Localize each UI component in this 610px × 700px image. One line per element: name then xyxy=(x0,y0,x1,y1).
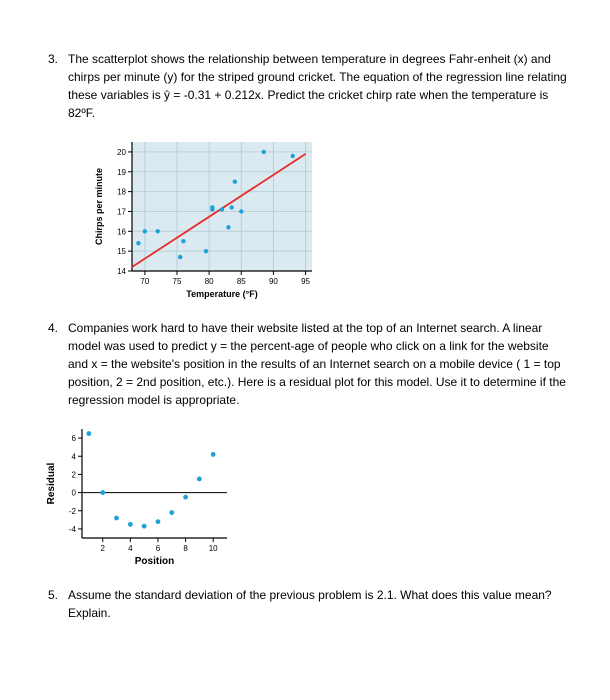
svg-text:20: 20 xyxy=(117,148,126,157)
problem-3: 3. The scatterplot shows the relationshi… xyxy=(40,50,570,122)
svg-text:Chirps per minute: Chirps per minute xyxy=(94,168,104,245)
svg-text:2: 2 xyxy=(72,470,77,479)
problem-4: 4. Companies work hard to have their web… xyxy=(40,319,570,409)
chart-2-wrap: 2 4 6 8 10 -4 -2 0 2 4 6 Position Residual xyxy=(40,423,570,568)
residual-plot: 2 4 6 8 10 -4 -2 0 2 4 6 Position Residual xyxy=(40,423,235,568)
problem-4-text: Companies work hard to have their websit… xyxy=(68,319,570,409)
chart-1-wrap: 70 75 80 85 90 95 14 15 16 17 18 19 20 Temperature (°… xyxy=(90,136,570,301)
svg-text:19: 19 xyxy=(117,168,126,177)
problem-5-text: Assume the standard deviation of the pre… xyxy=(68,586,570,622)
problem-4-number: 4. xyxy=(40,319,68,409)
svg-text:8: 8 xyxy=(183,544,188,553)
svg-text:Temperature (°F): Temperature (°F) xyxy=(186,289,257,299)
svg-text:0: 0 xyxy=(72,489,77,498)
svg-text:10: 10 xyxy=(209,544,218,553)
svg-text:4: 4 xyxy=(128,544,133,553)
svg-text:-2: -2 xyxy=(69,507,77,516)
svg-text:14: 14 xyxy=(117,267,126,276)
svg-text:70: 70 xyxy=(140,277,149,286)
svg-text:16: 16 xyxy=(117,227,126,236)
svg-text:4: 4 xyxy=(72,452,77,461)
scatterplot-chirps: 70 75 80 85 90 95 14 15 16 17 18 19 20 Temperature (°… xyxy=(90,136,320,301)
svg-text:18: 18 xyxy=(117,188,126,197)
svg-text:6: 6 xyxy=(156,544,161,553)
svg-text:75: 75 xyxy=(173,277,182,286)
svg-text:90: 90 xyxy=(269,277,278,286)
svg-text:-4: -4 xyxy=(69,525,77,534)
svg-text:95: 95 xyxy=(301,277,310,286)
svg-text:17: 17 xyxy=(117,207,126,216)
svg-text:80: 80 xyxy=(205,277,214,286)
svg-text:6: 6 xyxy=(72,434,77,443)
svg-text:2: 2 xyxy=(100,544,105,553)
problem-3-text: The scatterplot shows the relationship b… xyxy=(68,50,570,122)
problem-3-number: 3. xyxy=(40,50,68,122)
problem-5-number: 5. xyxy=(40,586,68,622)
svg-text:85: 85 xyxy=(237,277,246,286)
svg-text:15: 15 xyxy=(117,247,126,256)
svg-text:Position: Position xyxy=(135,556,174,567)
problem-5: 5. Assume the standard deviation of the … xyxy=(40,586,570,622)
svg-text:Residual: Residual xyxy=(46,462,57,504)
